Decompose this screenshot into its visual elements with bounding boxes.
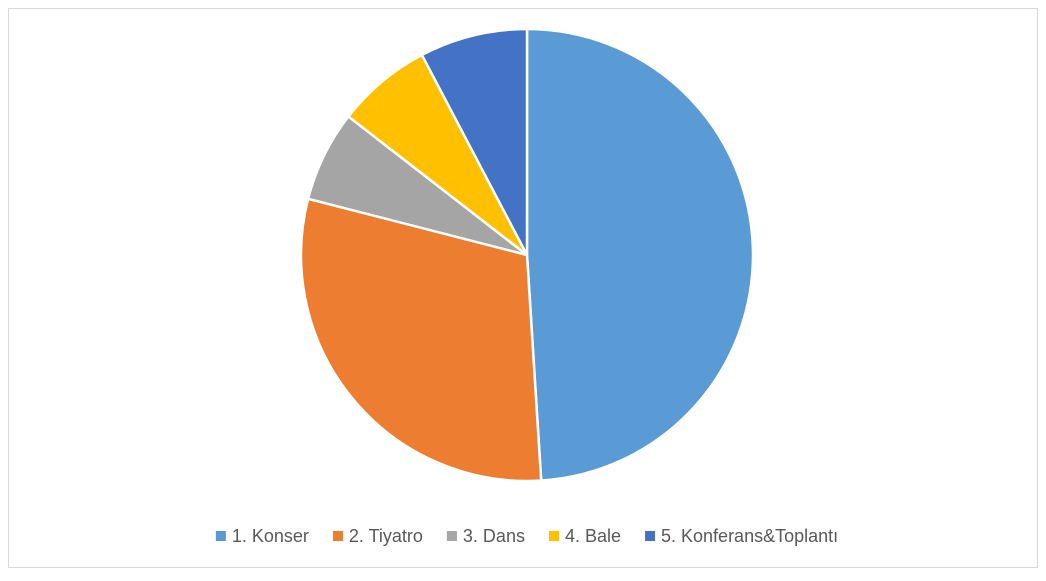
pie-slice [299,197,543,483]
legend-swatch [645,531,656,541]
legend-label: 5. Konferans&Toplantı [661,526,838,546]
legend-swatch [332,531,343,541]
legend-label: 3. Dans [463,526,525,546]
pie-slice [525,27,755,482]
legend-swatch [548,531,559,541]
pie-slice [420,27,529,256]
legend-swatch [446,531,457,541]
legend-label: 1. Konser [232,526,309,546]
legend-swatch [215,531,226,541]
legend-label: 4. Bale [565,526,621,546]
legend-label: 2. Tiyatro [349,526,423,546]
